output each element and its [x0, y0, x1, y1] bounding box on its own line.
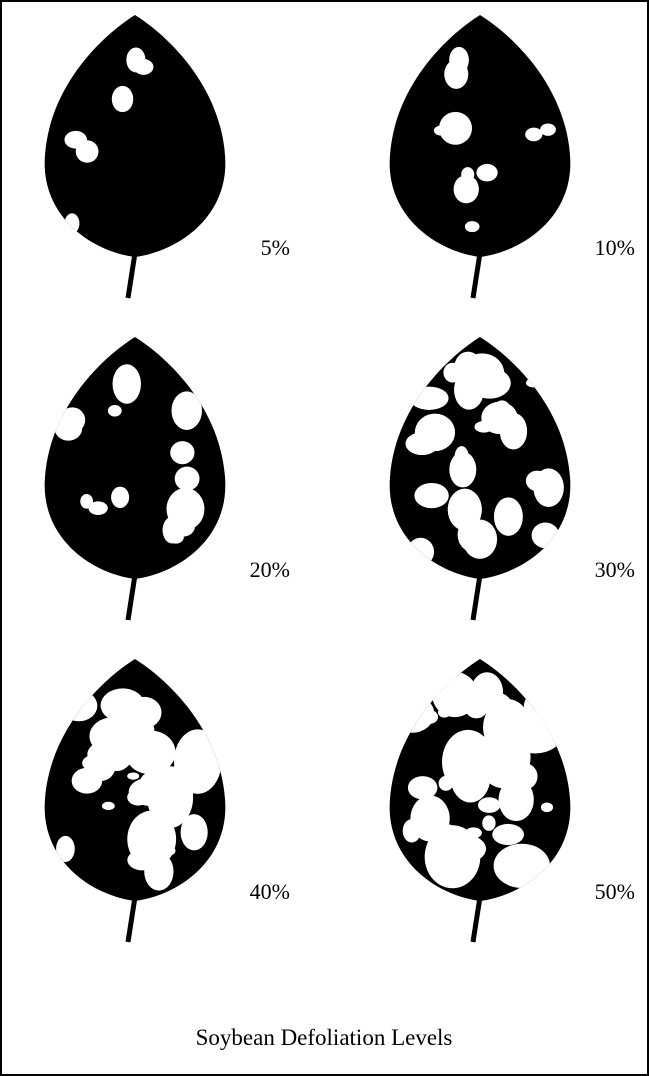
caption: Soybean Defoliation Levels	[196, 1025, 453, 1050]
hole	[108, 405, 122, 417]
hole	[449, 47, 469, 73]
defoliation-label: 5%	[261, 235, 290, 260]
hole	[455, 446, 469, 465]
hole	[127, 773, 139, 780]
hole	[442, 730, 494, 794]
hole	[492, 824, 524, 845]
hole	[175, 467, 200, 491]
hole	[98, 720, 135, 771]
hole	[493, 400, 511, 422]
hole	[465, 221, 480, 232]
hole	[425, 825, 481, 888]
hole	[541, 802, 553, 812]
hole	[499, 778, 534, 821]
hole	[540, 123, 556, 135]
hole	[482, 815, 495, 830]
hole	[414, 483, 448, 508]
defoliation-label: 50%	[595, 879, 635, 904]
hole	[476, 164, 497, 182]
hole	[465, 695, 489, 719]
hole	[112, 86, 133, 112]
hole	[484, 693, 512, 720]
defoliation-label: 40%	[250, 879, 290, 904]
hole	[494, 497, 523, 536]
defoliation-label: 30%	[595, 557, 635, 582]
hole	[76, 140, 99, 163]
hole	[439, 112, 472, 145]
hole	[126, 47, 145, 72]
hole	[403, 819, 421, 843]
hole	[101, 693, 137, 719]
hole	[102, 802, 115, 810]
hole	[170, 441, 194, 464]
hole	[127, 789, 149, 806]
hole	[526, 471, 548, 492]
hole	[113, 364, 141, 404]
figure: Soybean Defoliation Levels 5% 10% 20% 30% 40…	[0, 0, 649, 1076]
hole	[415, 414, 455, 452]
hole	[144, 853, 173, 891]
hole	[72, 768, 103, 794]
hole	[468, 368, 510, 399]
hole	[474, 421, 493, 433]
hole	[458, 518, 487, 552]
hole	[168, 518, 195, 537]
hole	[525, 128, 542, 142]
defoliation-label: 10%	[595, 235, 635, 260]
hole	[461, 167, 474, 182]
hole	[408, 776, 437, 799]
hole	[478, 797, 500, 813]
defoliation-label: 20%	[250, 557, 290, 582]
hole	[80, 494, 93, 509]
hole	[147, 767, 193, 828]
hole	[111, 487, 129, 508]
